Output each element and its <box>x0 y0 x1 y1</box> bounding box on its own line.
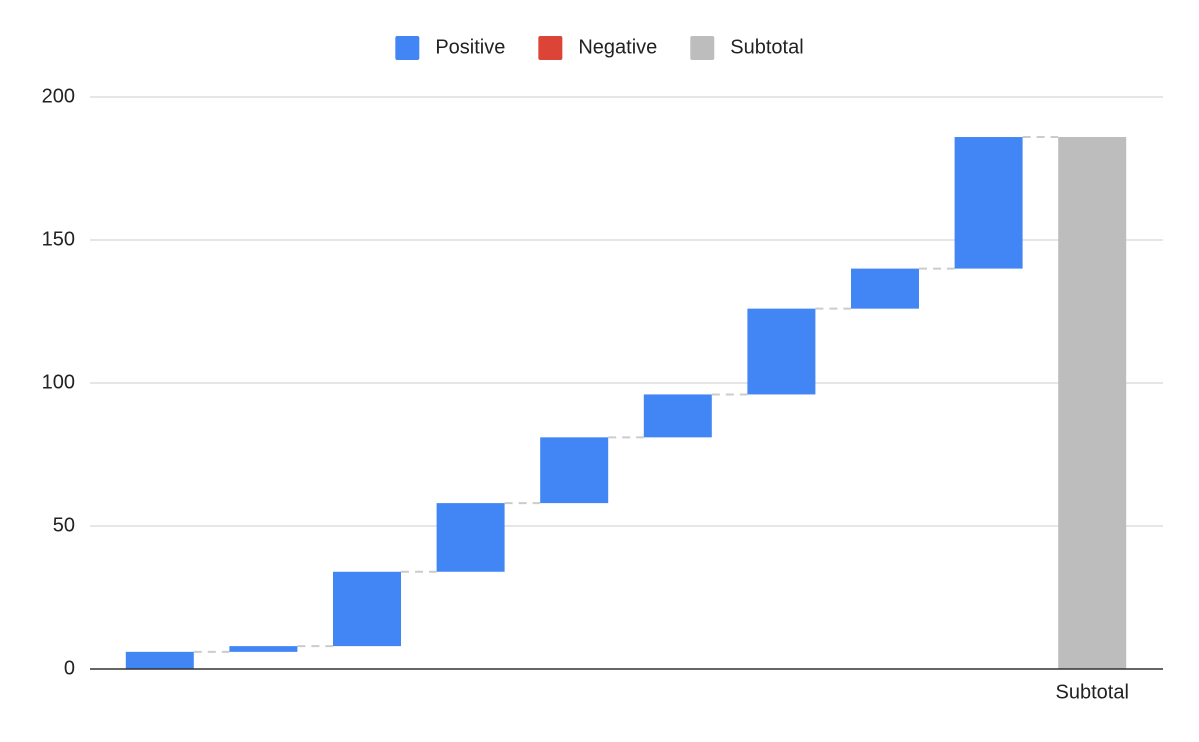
y-tick-label: 0 <box>64 657 75 679</box>
x-tick-label: Subtotal <box>1056 681 1129 703</box>
bar <box>125 651 194 669</box>
legend-label: Positive <box>435 36 505 58</box>
y-tick-label: 150 <box>42 228 75 250</box>
bar <box>540 437 609 504</box>
legend-label: Negative <box>578 36 657 58</box>
y-tick-label: 100 <box>42 371 75 393</box>
y-tick-label: 200 <box>42 85 75 107</box>
bar <box>333 571 401 647</box>
bar <box>851 268 919 309</box>
bar <box>1058 137 1127 670</box>
y-tick-label: 50 <box>53 514 75 536</box>
legend-swatch <box>538 36 563 60</box>
legend-label: Subtotal <box>730 36 803 58</box>
legend-swatch <box>395 36 420 60</box>
bar <box>643 394 712 438</box>
bar <box>747 308 816 395</box>
legend: Positive Negative Subtotal <box>395 36 804 60</box>
bar <box>229 646 298 652</box>
bar <box>436 503 505 572</box>
legend-swatch <box>690 36 715 60</box>
bar <box>954 137 1023 269</box>
